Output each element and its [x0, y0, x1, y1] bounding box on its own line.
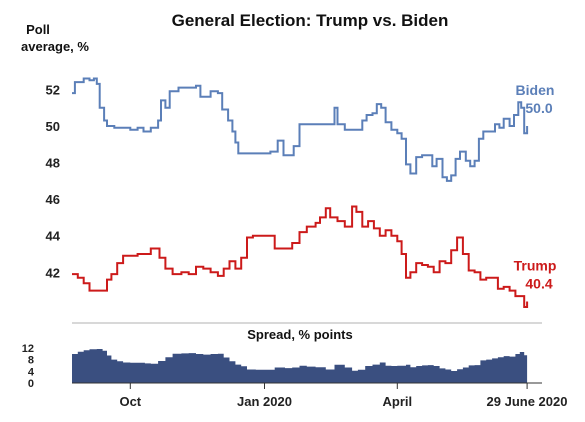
- y-axis-title-line-2: average, %: [21, 39, 89, 54]
- series-value-label: 50.0: [525, 100, 552, 116]
- chart-title: General Election: Trump vs. Biden: [172, 11, 449, 30]
- main-y-ticks: 42 44 46 48 50 52: [46, 82, 61, 280]
- y-tick-label: 42: [46, 265, 60, 280]
- spread-y-tick-label: 0: [28, 378, 34, 390]
- series-value-label: 40.4: [525, 276, 552, 292]
- x-ticks: Oct Jan 2020 April 29 June 2020: [119, 383, 567, 409]
- y-tick-label: 48: [46, 156, 60, 171]
- series-name-label: Trump: [514, 258, 557, 274]
- x-tick-label: April: [382, 394, 412, 409]
- series-labels: Biden 50.0 Trump 40.4: [514, 82, 557, 292]
- y-tick-label: 46: [46, 192, 60, 207]
- spread-area: [72, 349, 528, 383]
- x-tick-label: Oct: [119, 394, 141, 409]
- spread-y-tick-label: 8: [28, 355, 34, 367]
- series-name-label: Biden: [516, 82, 555, 98]
- main-series-lines: [72, 77, 529, 308]
- y-tick-label: 52: [46, 82, 60, 97]
- y-tick-label: 44: [46, 229, 61, 244]
- spread-y-tick-label: 4: [28, 366, 35, 378]
- y-tick-label: 50: [46, 119, 60, 134]
- spread-area-fill: [72, 349, 528, 383]
- x-tick-label: Jan 2020: [237, 394, 292, 409]
- series-line-trump: [72, 205, 529, 308]
- spread-y-tick-label: 12: [22, 343, 34, 355]
- x-tick-label: 29 June 2020: [487, 394, 568, 409]
- spread-title: Spread, % points: [247, 327, 352, 342]
- series-line-biden: [72, 77, 529, 182]
- y-axis-title-line-1: Poll: [26, 22, 50, 37]
